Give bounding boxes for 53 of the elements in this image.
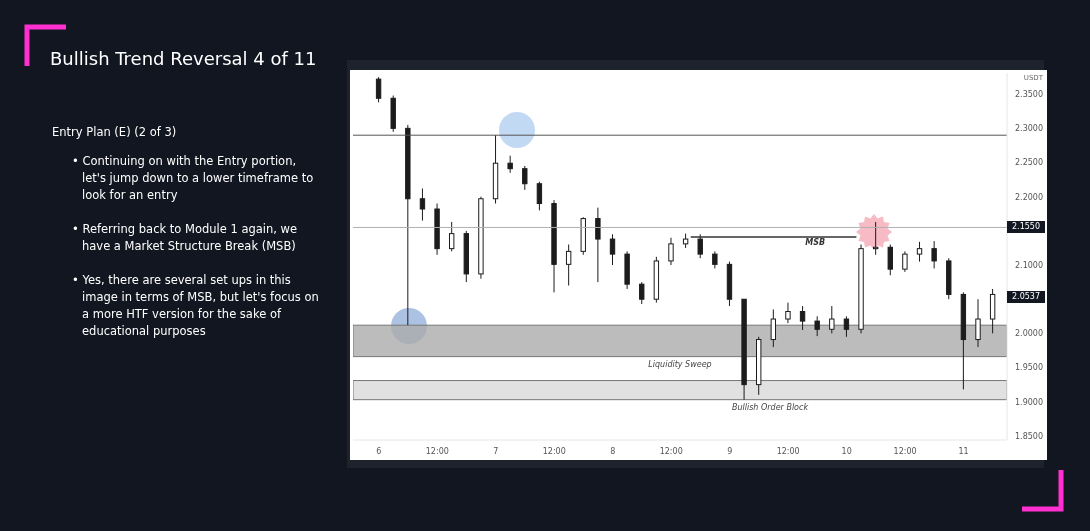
y-tick-label: 2.0000: [1015, 329, 1043, 339]
text: Bullish Trend Reversal 4 of 11: [50, 48, 317, 69]
candlestick: [814, 315, 820, 337]
candlestick: [799, 305, 806, 331]
y-tick-label: 1.9000: [1015, 397, 1043, 407]
candlestick: [565, 244, 572, 287]
y-tick-label: 2.2500: [1015, 158, 1043, 168]
candlestick: [916, 241, 923, 263]
x-tick-label: 7: [493, 446, 499, 456]
candlestick: [448, 221, 455, 252]
y-tick-label: 1.8500: [1015, 431, 1043, 441]
candlestick: [770, 308, 777, 348]
candlestick: [522, 165, 528, 191]
x-tick-label: 8: [610, 446, 616, 456]
candlestick: [785, 302, 791, 324]
x-tick-label: 12:00: [776, 446, 800, 456]
candlestick: [902, 250, 908, 273]
band-label: Liquidity Sweep: [648, 360, 712, 370]
x-tick-label: 11: [958, 446, 969, 456]
candlestick: [639, 281, 645, 305]
text: Entry Plan (E) (2 of 3): [52, 124, 178, 141]
x-tick-label: 12:00: [659, 446, 683, 456]
candlestick: [536, 181, 543, 211]
candlestick: [668, 237, 674, 266]
annotation: 2.0537: [1007, 290, 1045, 303]
candlestick: [975, 298, 981, 348]
text: • Referring back to Module 1 again, we have a Market Structure Break (MSB): [72, 221, 299, 255]
candlestick: [697, 233, 703, 259]
text: • Yes, there are several set ups in this image in terms of MSB, but let's focus on a more HTF version for the sake of educational purposes: [72, 272, 320, 340]
x-tick-label: 6: [376, 446, 382, 456]
annotation: MSB: [805, 238, 825, 248]
y-tick-label: 2.3500: [1015, 90, 1043, 100]
x-tick-label: 9: [727, 446, 733, 456]
text: • Continuing on with the Entry portion, let's jump down to a lower timeframe to look for an entry: [72, 153, 315, 204]
candlestick: [375, 76, 382, 103]
candlestick: [843, 315, 850, 338]
x-tick-label: 10: [841, 446, 852, 456]
x-tick-label: 12:00: [893, 446, 917, 456]
candlestick: [609, 233, 616, 266]
x-tick-label: 12:00: [542, 446, 566, 456]
x-tick-label: 12:00: [425, 446, 449, 456]
y-tick-label: 2.1000: [1015, 260, 1043, 270]
y-tick-label: 2.3000: [1015, 124, 1043, 134]
y-tick-label: 2.2000: [1015, 192, 1043, 202]
band-label: Bullish Order Block: [731, 403, 809, 413]
y-tick-label: 1.9500: [1015, 363, 1043, 373]
candlestick: [419, 188, 426, 222]
candlestick: [595, 207, 601, 283]
candlestick: [887, 244, 893, 276]
candlestick: [872, 221, 879, 256]
candlestick: [829, 305, 835, 334]
ref-line-label: 2.1550: [1007, 221, 1045, 234]
candlestick: [931, 240, 937, 269]
